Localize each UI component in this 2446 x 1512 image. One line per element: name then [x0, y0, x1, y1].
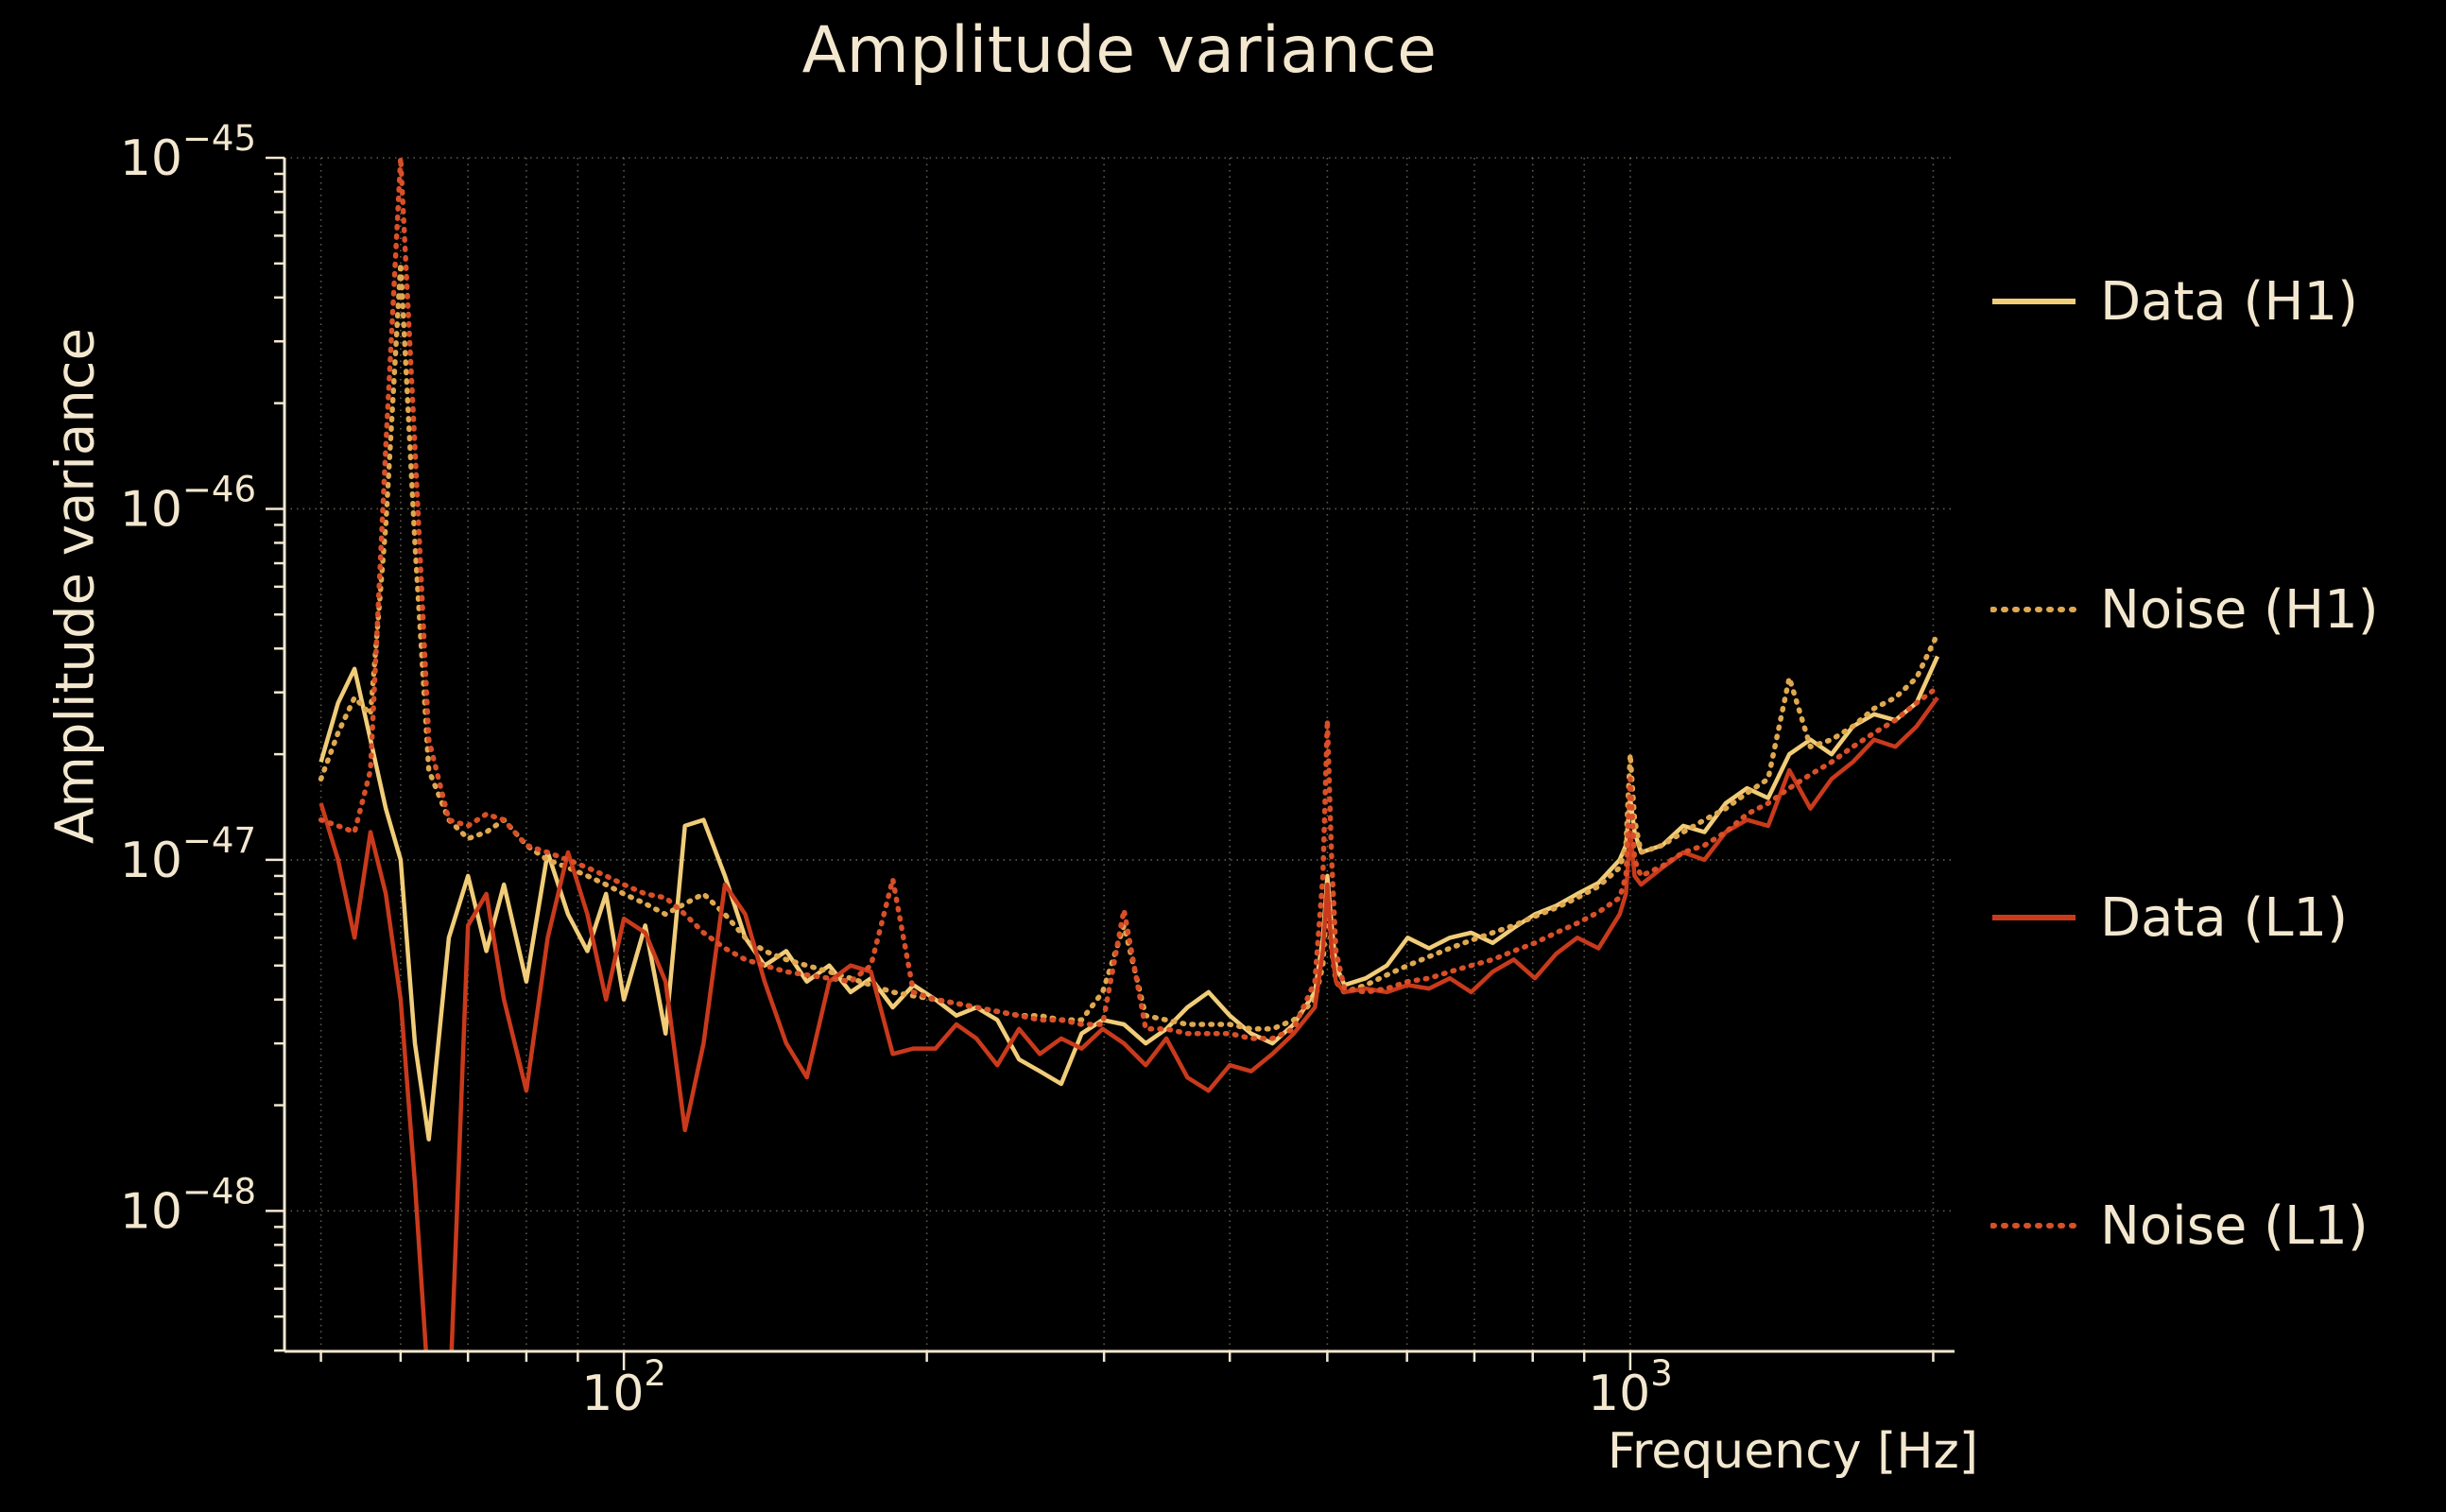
legend-item-data-h1: Data (H1)	[1990, 270, 2358, 333]
x-tick-label: 102	[581, 1353, 666, 1422]
legend-line-sample-data-h1	[1992, 299, 2076, 304]
legend-label-data-h1: Data (H1)	[2100, 270, 2358, 333]
y-axis-label: Amplitude variance	[44, 328, 107, 844]
series-line-noise-l1	[318, 158, 1940, 1041]
legend-label-noise-h1: Noise (H1)	[2100, 578, 2379, 641]
gridlines	[284, 157, 1955, 1351]
series-group	[318, 158, 1940, 1351]
legend-item-noise-l1: Noise (L1)	[1990, 1194, 2368, 1257]
legend-line-sample-noise-h1	[1990, 607, 2077, 612]
x-axis-label: Frequency [Hz]	[1607, 1423, 1979, 1480]
series-line-data-h1	[319, 655, 1940, 1142]
y-tick-label: 10−46	[120, 469, 256, 538]
legend-label-noise-l1: Noise (L1)	[2100, 1194, 2368, 1257]
y-tick-label: 10−48	[120, 1171, 256, 1240]
legend-item-noise-h1: Noise (H1)	[1990, 578, 2379, 641]
ticks	[266, 156, 1935, 1370]
series-line-noise-h1	[318, 261, 1940, 1032]
legend-item-data-l1: Data (L1)	[1990, 886, 2348, 949]
y-tick-label: 10−45	[120, 118, 256, 187]
y-tick-label: 10−47	[120, 820, 256, 889]
legend-line-sample-noise-l1	[1990, 1223, 2077, 1228]
chart-title: Amplitude variance	[801, 13, 1438, 88]
legend-label-data-l1: Data (L1)	[2100, 886, 2349, 949]
series-line-data-l1	[319, 696, 1939, 1351]
legend-line-sample-data-l1	[1992, 915, 2076, 920]
